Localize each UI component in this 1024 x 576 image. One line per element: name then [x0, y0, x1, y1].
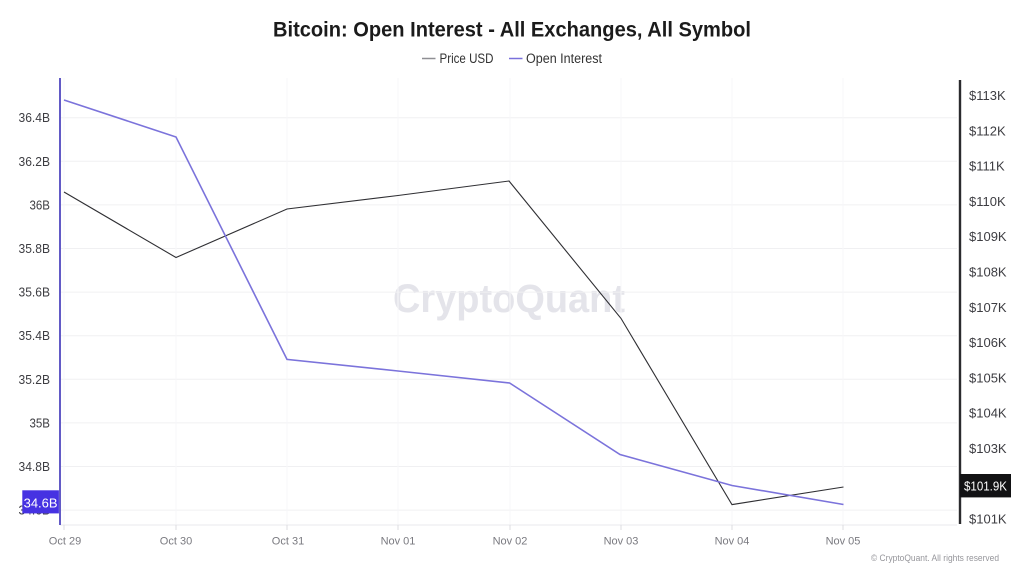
svg-text:36.4B: 36.4B	[19, 110, 51, 125]
svg-text:$105K: $105K	[969, 370, 1007, 385]
svg-text:Oct 30: Oct 30	[160, 536, 192, 548]
svg-text:Bitcoin: Open Interest - All E: Bitcoin: Open Interest - All Exchanges, …	[273, 19, 751, 42]
svg-text:35.2B: 35.2B	[19, 372, 51, 387]
svg-text:Open Interest: Open Interest	[526, 51, 602, 66]
svg-text:Nov 03: Nov 03	[604, 536, 639, 548]
svg-text:$107K: $107K	[969, 300, 1007, 315]
svg-text:$110K: $110K	[969, 194, 1006, 209]
svg-text:$101K: $101K	[969, 512, 1007, 527]
svg-text:$113K: $113K	[969, 88, 1006, 103]
svg-text:Nov 01: Nov 01	[381, 536, 416, 548]
svg-text:36B: 36B	[30, 197, 51, 212]
svg-text:Nov 05: Nov 05	[826, 536, 861, 548]
svg-text:Nov 02: Nov 02	[493, 536, 528, 548]
svg-text:$103K: $103K	[969, 441, 1007, 456]
svg-text:Nov 04: Nov 04	[715, 536, 750, 548]
svg-text:$108K: $108K	[969, 265, 1007, 280]
svg-text:$104K: $104K	[969, 406, 1007, 421]
svg-text:$111K: $111K	[969, 159, 1005, 174]
svg-text:Oct 31: Oct 31	[272, 536, 304, 548]
svg-text:$109K: $109K	[969, 229, 1007, 244]
svg-text:Price USD: Price USD	[440, 51, 494, 66]
svg-text:35B: 35B	[30, 415, 51, 430]
svg-text:Oct 29: Oct 29	[49, 536, 81, 548]
svg-text:$101.9K: $101.9K	[964, 479, 1007, 494]
svg-text:35.4B: 35.4B	[19, 328, 51, 343]
svg-text:$112K: $112K	[969, 123, 1006, 138]
svg-text:CryptoQuant: CryptoQuant	[393, 277, 625, 321]
svg-text:35.6B: 35.6B	[19, 285, 51, 300]
svg-text:36.2B: 36.2B	[19, 154, 51, 169]
svg-text:$106K: $106K	[969, 335, 1007, 350]
svg-text:35.8B: 35.8B	[19, 241, 51, 256]
svg-text:34.6B: 34.6B	[24, 495, 58, 510]
svg-text:34.8B: 34.8B	[19, 459, 51, 474]
svg-text:© CryptoQuant. All rights rese: © CryptoQuant. All rights reserved	[871, 553, 999, 563]
